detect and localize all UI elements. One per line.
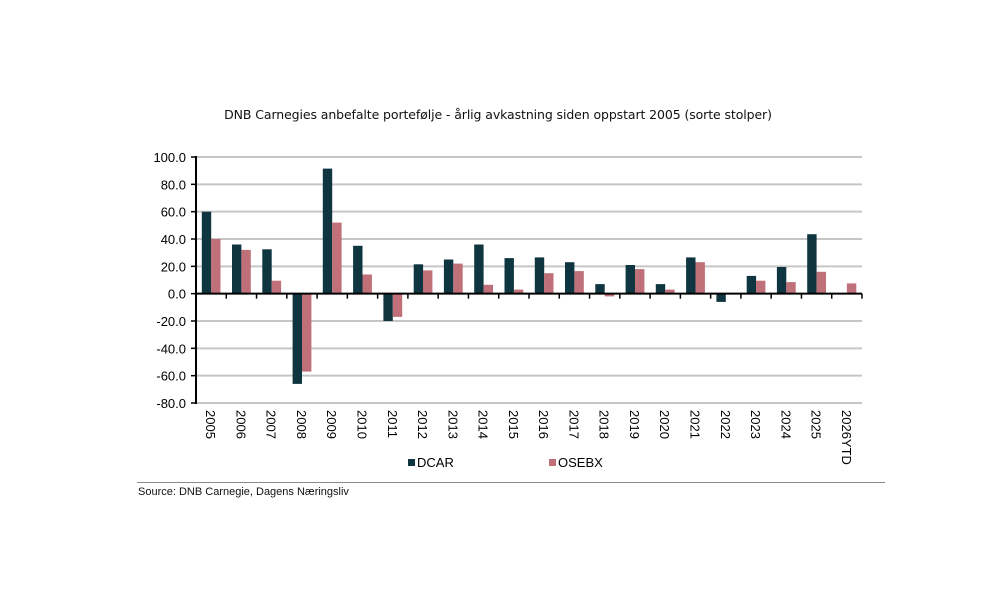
x-tick-label: 2017 xyxy=(566,410,581,439)
bar-dcar-2023 xyxy=(746,275,757,294)
bar-osebx-2015 xyxy=(513,289,524,294)
x-tick-label: 2006 xyxy=(233,410,248,439)
y-tick-label: -80.0 xyxy=(156,396,186,411)
legend-label-osebx: OSEBX xyxy=(558,455,603,470)
x-tick-label: 2018 xyxy=(597,410,612,439)
bar-dcar-2014 xyxy=(474,244,484,294)
legend-label-dcar: DCAR xyxy=(417,455,454,470)
y-tick-label: 60.0 xyxy=(161,205,186,220)
y-tick-label: 20.0 xyxy=(161,259,186,274)
x-axis-tick-labels: 2005 2006 2007 2008 2009 2010 2011 2012 2013 2014… xyxy=(203,410,854,465)
bar-dcar-2009 xyxy=(322,168,333,294)
bar-dcar-2022 xyxy=(716,293,726,302)
bar-osebx-2009 xyxy=(332,222,342,294)
bar-dcar-2024 xyxy=(776,267,787,294)
bar-dcar-2021 xyxy=(686,257,696,294)
legend: DCAR OSEBX xyxy=(408,455,603,470)
x-tick-label: 2012 xyxy=(415,410,430,439)
bar-osebx-2014 xyxy=(483,284,493,294)
source-note: Source: DNB Carnegie, Dagens Næringsliv xyxy=(138,486,349,498)
bar-osebx-2005 xyxy=(211,239,221,294)
bar-osebx-2024 xyxy=(786,282,796,294)
bar-dcar-2025 xyxy=(807,234,817,294)
x-tick-label: 2014 xyxy=(476,410,491,439)
bar-dcar-2007 xyxy=(262,249,272,294)
y-tick-label: 100.0 xyxy=(153,150,186,165)
bar-dcar-2006 xyxy=(232,244,242,294)
y-tick-label: 0.0 xyxy=(168,287,186,302)
bar-osebx-2016 xyxy=(544,273,554,294)
x-tick-label: 2005 xyxy=(203,410,218,439)
bars xyxy=(201,168,857,384)
chart-title: DNB Carnegies anbefalte portefølje - årl… xyxy=(224,107,772,122)
x-tick-label: 2020 xyxy=(657,410,672,439)
bar-osebx-2006 xyxy=(241,249,251,294)
y-axis-tick-labels: 100.0 80.0 60.0 40.0 20.0 0.0 -20.0 -40.0 -60.0 -… xyxy=(153,150,186,411)
x-tick-label: 2015 xyxy=(506,410,521,439)
x-tick-label: 2026YTD xyxy=(839,410,854,465)
bar-dcar-2020 xyxy=(655,284,666,294)
y-tick-label: -60.0 xyxy=(156,369,186,384)
x-tick-label: 2011 xyxy=(385,410,400,438)
y-tick-label: -20.0 xyxy=(156,314,186,329)
x-tick-label: 2025 xyxy=(809,410,824,439)
y-tick-label: -40.0 xyxy=(156,341,186,356)
bar-osebx-2011 xyxy=(392,293,403,317)
bar-osebx-2025 xyxy=(816,271,826,294)
x-tick-label: 2016 xyxy=(536,410,551,439)
bar-osebx-2013 xyxy=(453,263,463,294)
x-tick-label: 2021 xyxy=(688,410,703,439)
axes xyxy=(191,156,863,404)
legend-swatch-dcar xyxy=(408,459,415,466)
bar-dcar-2011 xyxy=(383,293,393,321)
bar-dcar-2010 xyxy=(353,245,363,294)
legend-swatch-osebx xyxy=(549,459,556,466)
bar-dcar-2005 xyxy=(201,211,212,294)
x-tick-label: 2013 xyxy=(445,410,460,439)
bar-dcar-2008 xyxy=(292,293,302,384)
bar-osebx-2012 xyxy=(423,270,433,294)
x-tick-label: 2007 xyxy=(264,410,279,439)
bar-osebx-2018 xyxy=(604,293,615,297)
x-tick-label: 2010 xyxy=(355,410,370,439)
bar-dcar-2018 xyxy=(595,284,605,294)
y-tick-label: 40.0 xyxy=(161,232,186,247)
bar-osebx-2026ytd xyxy=(846,283,857,294)
y-tick-label: 80.0 xyxy=(161,177,186,192)
x-tick-label: 2022 xyxy=(718,410,733,439)
bar-dcar-2015 xyxy=(504,258,514,294)
bar-dcar-2013 xyxy=(443,259,454,294)
bar-osebx-2021 xyxy=(695,262,705,294)
bar-osebx-2020 xyxy=(665,289,675,294)
bar-dcar-2017 xyxy=(565,262,575,294)
source-divider xyxy=(137,482,885,483)
gridlines xyxy=(196,156,862,404)
bar-dcar-2019 xyxy=(625,265,635,294)
x-tick-label: 2023 xyxy=(748,410,763,439)
bar-osebx-2007 xyxy=(271,280,282,294)
x-tick-label: 2019 xyxy=(627,410,642,439)
bar-osebx-2017 xyxy=(574,271,584,294)
x-tick-label: 2009 xyxy=(324,410,339,439)
x-tick-label: 2024 xyxy=(778,410,793,439)
bar-osebx-2010 xyxy=(362,274,372,294)
bar-osebx-2019 xyxy=(635,269,645,294)
x-tick-label: 2008 xyxy=(294,410,309,439)
bar-dcar-2016 xyxy=(534,257,545,294)
bar-dcar-2012 xyxy=(413,264,424,294)
bar-osebx-2008 xyxy=(302,293,312,372)
bar-osebx-2023 xyxy=(756,280,766,294)
